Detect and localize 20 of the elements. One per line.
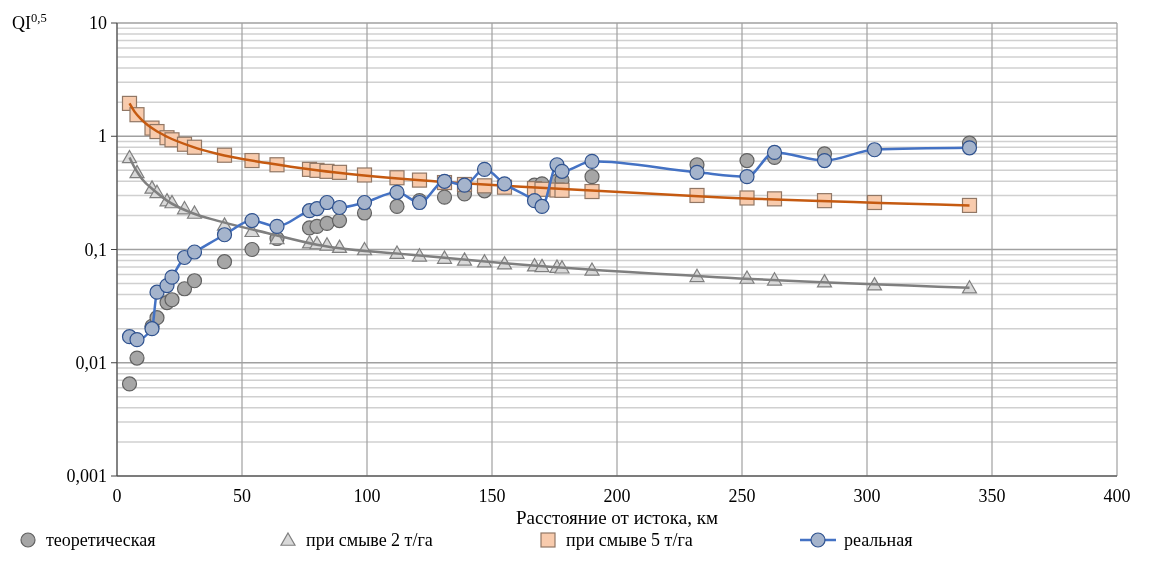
y-tick-label: 0,001 — [66, 466, 107, 486]
x-tick-label: 100 — [353, 486, 381, 506]
x-tick-label: 350 — [978, 486, 1006, 506]
x-tick-label: 200 — [603, 486, 631, 506]
legend-label: теоретическая — [46, 530, 156, 550]
x-tick-label: 50 — [233, 486, 251, 506]
x-tick-label: 150 — [478, 486, 506, 506]
legend-label: при смыве 2 т/га — [306, 530, 433, 550]
x-axis-title: Расстояние от истока, км — [516, 507, 718, 528]
x-tick-label: 300 — [853, 486, 881, 506]
x-tick-label: 400 — [1103, 486, 1131, 506]
y-tick-label: 0,1 — [84, 239, 107, 260]
x-tick-label: 250 — [728, 486, 756, 506]
legend-label: реальная — [844, 530, 913, 550]
y-axis-title: QI$^{0,5}$ — [12, 11, 47, 33]
y-tick-label: 10 — [89, 13, 107, 33]
legend-label: при смыве 5 т/га — [566, 530, 693, 550]
y-tick-label: 0,01 — [75, 352, 107, 373]
x-tick-label: 0 — [112, 486, 122, 506]
y-tick-label: 1 — [98, 126, 107, 147]
